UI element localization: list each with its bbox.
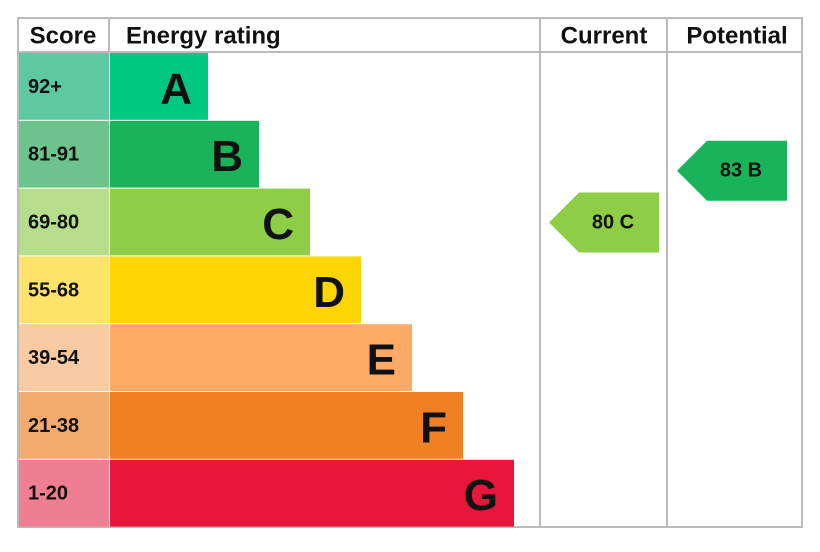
- header-potential: Potential: [686, 23, 787, 50]
- rating-letter: A: [160, 64, 192, 113]
- rating-letter: B: [211, 132, 243, 181]
- arrow-label: 83 B: [720, 160, 762, 182]
- rating-bar: [110, 53, 208, 120]
- rating-bar: [110, 324, 412, 391]
- header-current: Current: [561, 23, 648, 50]
- rating-letter: C: [262, 200, 294, 249]
- rating-letter: G: [464, 471, 498, 520]
- score-label: 69-80: [28, 212, 79, 234]
- rating-bar: [110, 256, 361, 324]
- rating-bar: [110, 459, 514, 527]
- score-label: 21-38: [28, 415, 79, 437]
- score-label: 92+: [28, 76, 62, 98]
- score-cell: [19, 188, 109, 256]
- rating-letter: F: [420, 403, 447, 452]
- header-score: Score: [30, 23, 97, 50]
- score-label: 39-54: [28, 347, 80, 369]
- rating-bar: [110, 120, 259, 188]
- rating-bar: [110, 188, 310, 256]
- score-label: 55-68: [28, 279, 79, 301]
- score-cell: [19, 53, 109, 120]
- score-cell: [19, 120, 109, 188]
- score-label: 1-20: [28, 483, 68, 505]
- header-energy-rating: Energy rating: [126, 23, 281, 50]
- rating-arrow: [549, 192, 659, 253]
- score-cell: [19, 324, 109, 391]
- score-label: 81-91: [28, 144, 79, 166]
- score-cell: [19, 256, 109, 324]
- rating-letter: D: [313, 268, 345, 317]
- score-cell: [19, 459, 109, 527]
- rating-bar: [110, 392, 463, 459]
- rating-letter: E: [367, 336, 396, 385]
- arrow-label: 80 C: [592, 212, 634, 234]
- score-cell: [19, 392, 109, 459]
- rating-arrow: [677, 140, 787, 201]
